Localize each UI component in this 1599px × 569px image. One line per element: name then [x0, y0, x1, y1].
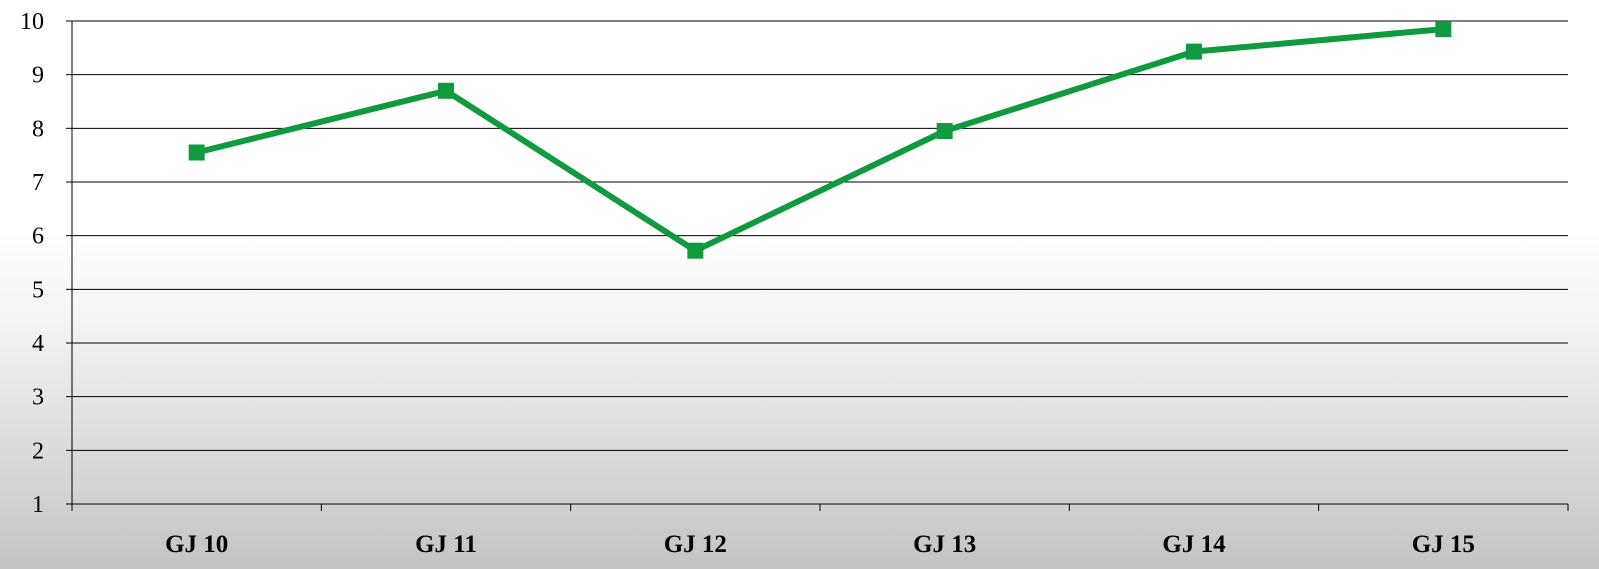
data-point-marker: [438, 82, 454, 99]
y-tick-label: 6: [32, 224, 44, 250]
y-tick-label: 5: [32, 277, 44, 303]
x-tick-label: GJ 13: [913, 531, 976, 558]
y-tick-label: 2: [32, 438, 44, 464]
series-line: [193, 26, 1447, 254]
y-tick-label: 7: [32, 170, 44, 196]
y-tick-label: 8: [32, 116, 44, 142]
data-point-marker: [687, 242, 704, 259]
data-point-marker: [188, 144, 205, 161]
y-tick-label: 10: [20, 9, 44, 35]
gridlines: [72, 20, 1568, 451]
x-tick-label: GJ 14: [1162, 531, 1226, 558]
y-tick-label: 9: [32, 63, 44, 89]
data-point-marker: [1186, 43, 1202, 60]
data-series: [188, 21, 1452, 259]
y-tick-label: 3: [32, 385, 44, 411]
x-tick-label: GJ 15: [1412, 531, 1475, 558]
y-tick-label: 4: [32, 331, 44, 357]
data-point-marker: [1435, 21, 1452, 38]
x-tick-label: GJ 12: [664, 531, 727, 558]
x-axis-tick-labels: GJ 10 GJ 11 GJ 12 GJ 13 GJ 14 GJ 15: [165, 531, 1475, 558]
axes: [66, 20, 1569, 511]
x-tick-label: GJ 10: [165, 531, 228, 558]
data-point-marker: [936, 123, 953, 140]
y-axis-tick-labels: 1 2 3 4 5 6 7 8 9 10: [20, 9, 44, 518]
y-tick-label: 1: [32, 492, 44, 518]
x-tick-label: GJ 11: [415, 531, 477, 558]
